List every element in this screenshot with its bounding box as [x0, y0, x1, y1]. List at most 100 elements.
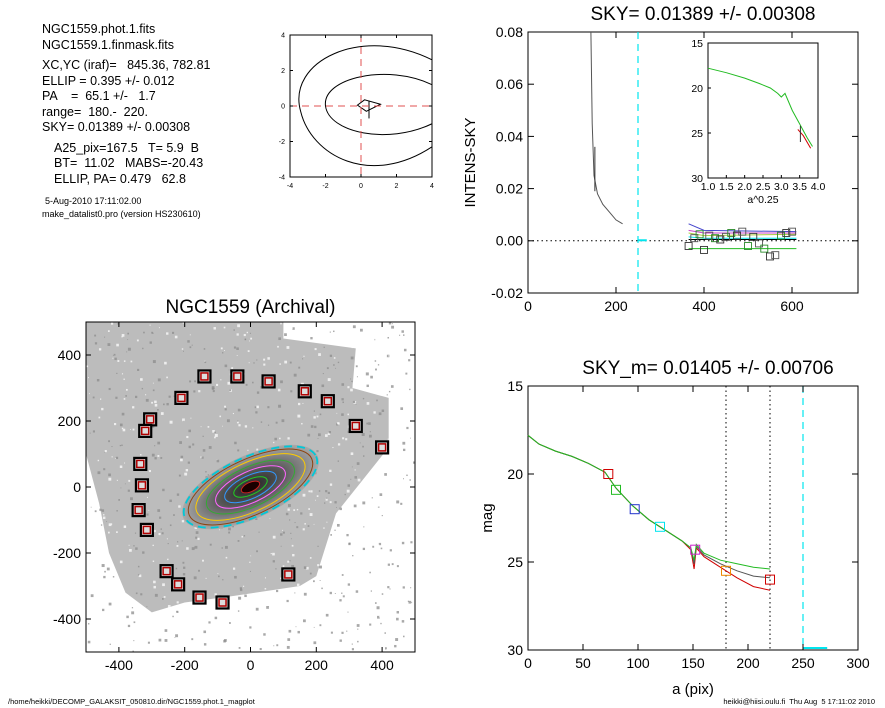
image-speckle	[339, 639, 342, 642]
image-speckle	[390, 451, 392, 453]
x-tick-label: 400	[370, 657, 394, 673]
image-speckle	[352, 325, 356, 329]
image-speckle	[389, 549, 392, 552]
x-tick-label: 200	[305, 657, 329, 673]
sky-sample-marker	[777, 231, 785, 240]
image-speckle	[408, 359, 411, 362]
image-speckle	[296, 526, 299, 529]
isophote-ellipse	[195, 453, 306, 521]
image-speckle	[192, 443, 195, 446]
image-speckle	[347, 583, 351, 586]
image-speckle	[152, 544, 154, 547]
image-speckle	[101, 509, 105, 512]
image-speckle	[359, 442, 361, 444]
x-tick-label: 2	[395, 183, 399, 190]
image-speckle	[90, 506, 92, 508]
image-speckle	[268, 607, 271, 609]
image-speckle	[272, 601, 274, 603]
image-speckle	[405, 351, 407, 353]
x-tick-label: 0	[524, 655, 532, 671]
image-speckle	[371, 369, 374, 372]
image-speckle	[116, 531, 118, 533]
inset-frame	[707, 42, 819, 179]
image-speckle	[312, 323, 315, 326]
image-speckle	[362, 455, 365, 457]
image-speckle	[321, 587, 323, 590]
image-speckle	[302, 335, 304, 337]
inset-x-tick-label: 3.5	[792, 181, 807, 193]
image-speckle	[256, 550, 258, 553]
image-speckle	[342, 401, 344, 404]
image-speckle	[406, 474, 408, 477]
image-speckle	[350, 356, 354, 360]
image-speckle	[173, 514, 175, 516]
image-speckle	[239, 588, 243, 592]
image-speckle	[397, 464, 400, 467]
image-speckle	[183, 350, 185, 352]
isophote-ellipse	[182, 445, 319, 529]
image-speckle	[378, 542, 382, 546]
image-speckle	[112, 567, 115, 570]
image-speckle	[308, 490, 311, 493]
image-speckle	[248, 362, 250, 364]
image-speckle	[204, 361, 207, 364]
image-speckle	[124, 483, 126, 485]
image-speckle	[109, 643, 111, 645]
image-speckle	[236, 333, 239, 336]
image-speckle	[263, 363, 266, 366]
sky-box-marker	[218, 598, 227, 607]
image-speckle	[270, 553, 272, 555]
image-speckle	[169, 420, 173, 424]
image-speckle	[250, 337, 253, 340]
image-speckle	[381, 550, 385, 554]
image-speckle	[86, 563, 88, 566]
image-speckle	[149, 324, 151, 326]
image-speckle	[256, 391, 260, 394]
image-speckle	[385, 340, 387, 342]
image-speckle	[153, 580, 156, 584]
image-speckle	[400, 502, 403, 505]
image-speckle	[368, 434, 372, 438]
image-speckle	[205, 577, 207, 579]
image-speckle	[370, 590, 372, 592]
image-speckle	[162, 583, 165, 587]
image-speckle	[370, 375, 373, 379]
image-speckle	[294, 609, 297, 613]
x-tick-label: 300	[846, 655, 870, 671]
image-speckle	[167, 558, 169, 561]
image-speckle	[208, 446, 212, 449]
image-speckle	[369, 623, 372, 626]
y-axis-label: INTENS-SKY	[462, 117, 479, 207]
image-speckle	[128, 479, 131, 482]
image-speckle	[322, 373, 324, 375]
image-speckle	[249, 570, 251, 572]
image-speckle	[291, 544, 294, 547]
image-speckle	[324, 618, 326, 620]
image-speckle	[369, 537, 373, 541]
image-speckle	[409, 631, 412, 634]
image-speckle	[181, 540, 183, 542]
image-speckle	[154, 457, 157, 460]
image-speckle	[263, 633, 266, 636]
image-speckle	[304, 523, 306, 525]
image-speckle	[203, 348, 206, 350]
image-speckle	[360, 555, 364, 559]
image-speckle	[120, 487, 122, 489]
image-speckle	[119, 560, 123, 564]
inset-x-tick-label: 4.0	[811, 181, 826, 193]
image-speckle	[198, 569, 200, 572]
image-speckle	[91, 628, 95, 632]
image-speckle	[362, 547, 366, 551]
image-speckle	[362, 542, 364, 544]
image-speckle	[301, 422, 303, 425]
image-speckle	[398, 365, 401, 368]
sky-box-marker	[284, 570, 293, 579]
image-speckle	[401, 541, 405, 545]
image-speckle	[131, 611, 135, 615]
image-speckle	[329, 591, 332, 595]
image-speckle	[155, 637, 157, 639]
image-speckle	[323, 346, 325, 348]
sky-sample-marker	[771, 251, 780, 260]
image-speckle	[318, 626, 321, 629]
image-speckle	[358, 352, 362, 356]
